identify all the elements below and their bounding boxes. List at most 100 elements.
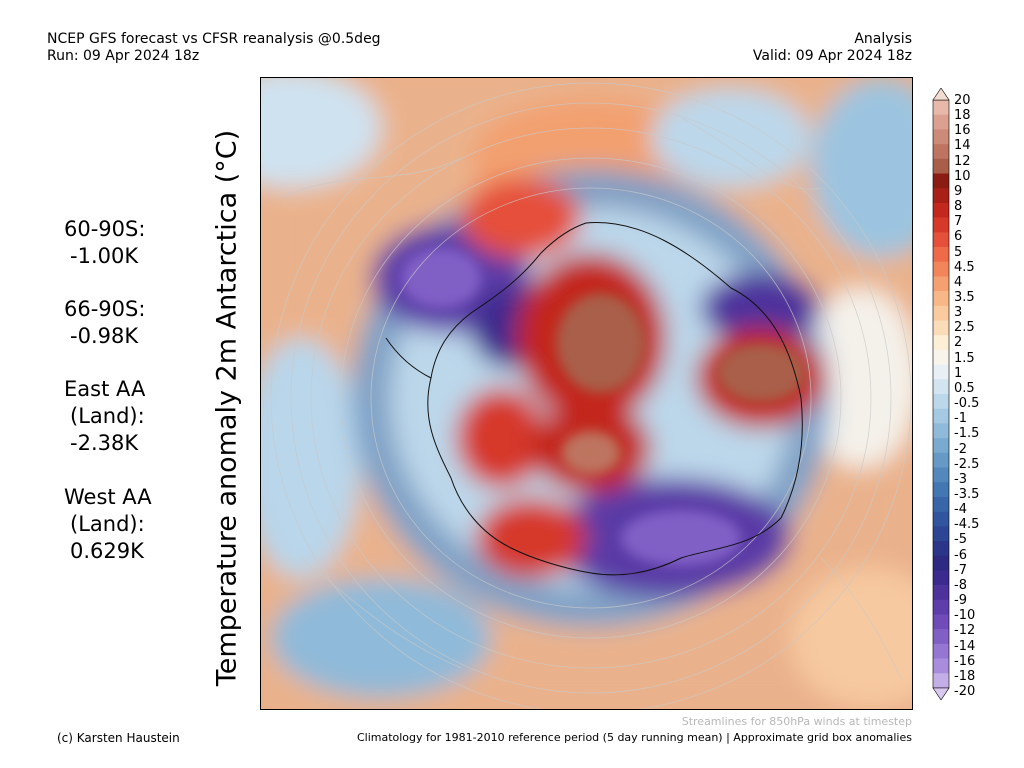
anomaly-map xyxy=(260,77,913,710)
colorbar-swatch xyxy=(933,217,949,233)
colorbar-tick-label: -6 xyxy=(954,547,967,563)
colorbar-swatch xyxy=(933,452,949,468)
colorbar-swatch xyxy=(933,541,949,556)
colorbar-tick-label: 2.5 xyxy=(954,320,975,336)
colorbar-tick-label: 6 xyxy=(954,229,963,245)
analysis-label: Analysis xyxy=(854,31,912,47)
colorbar-tick-label: 9 xyxy=(954,183,963,199)
stat-60-90s: 60-90S: -1.00K xyxy=(64,216,145,270)
colorbar-tick-label: 20 xyxy=(954,93,971,108)
colorbar-tick-label: 16 xyxy=(954,123,971,139)
colorbar-swatch xyxy=(933,100,949,115)
colorbar-tick-label: -18 xyxy=(954,668,976,684)
colorbar-tick-label: -9 xyxy=(954,593,967,609)
colorbar-swatch xyxy=(933,291,949,307)
colorbar-tick-label: -10 xyxy=(954,608,976,624)
colorbar-swatch xyxy=(933,305,949,321)
colorbar-tick-label: -4 xyxy=(954,502,967,518)
colorbar-tick-label: 2 xyxy=(954,335,963,351)
colorbar-swatch xyxy=(933,438,949,454)
stat-value: -2.38K xyxy=(70,431,139,455)
stat-value: -1.00K xyxy=(70,244,139,268)
colorbar-swatch xyxy=(933,202,949,218)
wind-streamlines xyxy=(270,82,912,709)
colorbar-swatch xyxy=(933,467,949,483)
run-time: Run: 09 Apr 2024 18z xyxy=(47,48,200,64)
colorbar-swatch xyxy=(933,629,949,645)
map-title: NCEP GFS forecast vs CFSR reanalysis @0.… xyxy=(47,31,381,47)
colorbar-swatch xyxy=(933,511,949,527)
colorbar-swatch xyxy=(933,658,949,674)
antarctica-coastline xyxy=(385,222,803,576)
colorbar-tick-label: 5 xyxy=(954,244,963,260)
copyright: (c) Karsten Haustein xyxy=(57,731,180,745)
valid-time: Valid: 09 Apr 2024 18z xyxy=(752,48,912,64)
colorbar-swatch xyxy=(933,408,949,424)
colorbar-tick-label: 0.5 xyxy=(954,380,975,396)
colorbar-swatch xyxy=(933,423,949,439)
colorbar-swatch xyxy=(933,379,949,395)
colorbar-tick-label: -3 xyxy=(954,471,967,487)
colorbar-tick-label: 12 xyxy=(954,153,971,169)
colorbar-swatch xyxy=(933,144,949,160)
climatology-note: Climatology for 1981-2010 reference peri… xyxy=(356,731,912,744)
map-canvas xyxy=(261,78,912,709)
colorbar-tick-label: -3.5 xyxy=(954,487,980,502)
colorbar-tick-label: 4 xyxy=(954,274,963,290)
stat-west-aa: West AA (Land): 0.629K xyxy=(64,484,152,565)
stat-label: 66-90S: xyxy=(64,297,146,321)
stat-value: 0.629K xyxy=(70,539,144,563)
stat-label: East AA xyxy=(64,377,146,401)
header-right: Analysis Valid: 09 Apr 2024 18z xyxy=(753,31,912,65)
colorbar-bottom-arrow xyxy=(932,687,950,700)
colorbar-tick-label: 18 xyxy=(954,108,971,124)
colorbar-swatch xyxy=(933,247,949,262)
header-left: NCEP GFS forecast vs CFSR reanalysis @0.… xyxy=(47,31,381,65)
colorbar-tick-label: -1 xyxy=(954,411,967,427)
colorbar-tick-label: 8 xyxy=(954,199,963,215)
streamline-note: Streamlines for 850hPa winds at timestep xyxy=(681,715,912,728)
colorbar-swatch xyxy=(933,320,949,336)
colorbar-tick-label: -12 xyxy=(954,623,976,639)
colorbar-tick-label: 1 xyxy=(954,365,963,381)
colorbar-swatch xyxy=(933,114,949,130)
colorbar-swatch xyxy=(933,276,949,292)
stat-value: -0.98K xyxy=(70,324,139,348)
colorbar-swatch xyxy=(933,232,949,248)
colorbar-swatch xyxy=(933,364,949,380)
stat-66-90s: 66-90S: -0.98K xyxy=(64,296,145,350)
anomaly-cores xyxy=(401,248,806,566)
colorbar-swatch xyxy=(933,555,949,571)
colorbar-swatch xyxy=(933,570,949,586)
vertical-axis-label: Temperature anomaly 2m Antarctica (°C) xyxy=(211,129,243,687)
colorbar-swatch xyxy=(933,496,949,512)
colorbar-tick-label: -16 xyxy=(954,653,976,669)
colorbar-swatch xyxy=(933,599,949,615)
colorbar-swatch xyxy=(933,129,949,145)
stat-sublabel: (Land): xyxy=(70,512,145,536)
colorbar-tick-label: -20 xyxy=(954,684,976,699)
colorbar-swatch xyxy=(933,335,949,351)
colorbar-tick-label: -5 xyxy=(954,532,967,548)
colorbar xyxy=(932,88,950,700)
colorbar-tick-label: 7 xyxy=(954,214,963,230)
colorbar-swatch xyxy=(933,526,949,542)
stat-label: West AA xyxy=(64,485,152,509)
colorbar-tick-label: -7 xyxy=(954,562,967,578)
colorbar-swatch xyxy=(933,643,949,659)
colorbar-swatch xyxy=(933,261,949,277)
colorbar-swatch xyxy=(933,188,949,204)
colorbar-swatch xyxy=(933,173,949,189)
colorbar-swatch xyxy=(933,673,949,689)
colorbar-tick-label: 10 xyxy=(954,168,971,184)
colorbar-swatches xyxy=(932,99,950,689)
stat-label: 60-90S: xyxy=(64,217,146,241)
colorbar-tick-label: -0.5 xyxy=(954,396,980,412)
colorbar-tick-label: 3.5 xyxy=(954,290,975,305)
anomaly-field xyxy=(261,78,912,709)
colorbar-tick-label: -2 xyxy=(954,441,967,457)
colorbar-labels: 20 18 16 14 12 10 9 8 7 6 5 4.5 4 3.5 3 2.5 2 1.5 1 0.5 -0.5… xyxy=(954,93,1014,698)
colorbar-swatch xyxy=(933,349,949,365)
colorbar-tick-label: -4.5 xyxy=(954,517,980,533)
colorbar-swatch xyxy=(933,158,949,174)
